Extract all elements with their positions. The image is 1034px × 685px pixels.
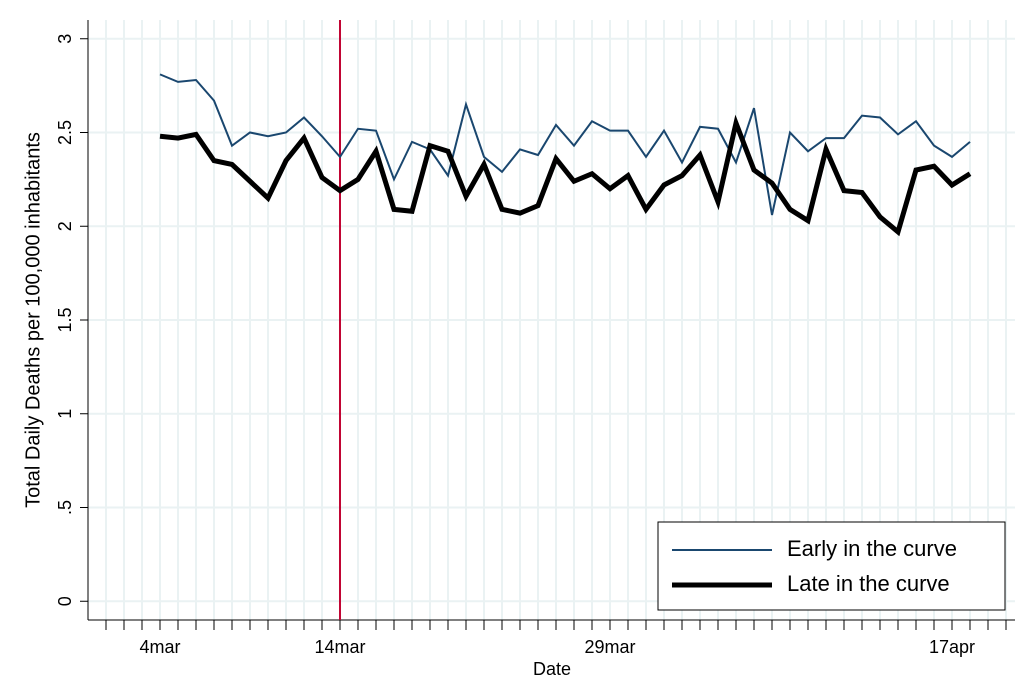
- legend: Early in the curve Late in the curve: [657, 521, 1006, 611]
- y-tick-label: 2.5: [55, 120, 75, 145]
- y-tick-label: 3: [55, 34, 75, 44]
- x-tick-label: 14mar: [314, 637, 365, 657]
- x-tick-label: 17apr: [929, 637, 975, 657]
- y-tick-label: 1: [55, 409, 75, 419]
- y-tick-label: 2: [55, 221, 75, 231]
- x-tick-label: 4mar: [139, 637, 180, 657]
- legend-label: Early in the curve: [787, 536, 957, 561]
- legend-box: [657, 521, 1006, 611]
- y-tick-label: 0: [55, 596, 75, 606]
- y-tick-label: .5: [55, 500, 75, 515]
- x-tick-label: 29mar: [584, 637, 635, 657]
- x-axis-title: Date: [533, 659, 571, 679]
- y-tick-label: 1.5: [55, 307, 75, 332]
- legend-label: Late in the curve: [787, 571, 950, 596]
- y-axis-title: Total Daily Deaths per 100,000 inhabitan…: [22, 132, 44, 508]
- series-line: [159, 73, 971, 216]
- series-line: [159, 114, 972, 237]
